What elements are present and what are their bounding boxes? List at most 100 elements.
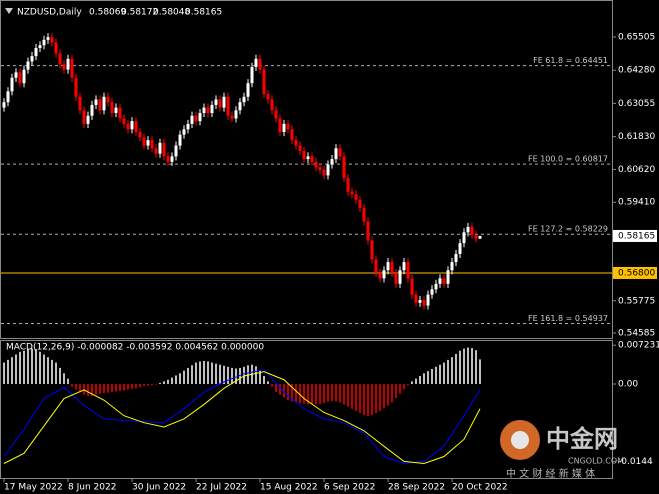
candle-body (430, 289, 434, 295)
macd-histogram-bar (399, 384, 401, 394)
macd-histogram-bar (263, 375, 265, 385)
logo-name: 中金网 (546, 425, 618, 453)
macd-histogram-bar (115, 384, 117, 392)
macd-histogram-bar (3, 362, 5, 385)
candle-body (82, 110, 86, 124)
macd-histogram-bar (375, 384, 377, 414)
candle-body (222, 96, 226, 108)
candle-body (206, 107, 210, 114)
candle-body (38, 45, 42, 48)
candle-body (458, 243, 462, 254)
candle-body (354, 194, 358, 200)
macd-histogram-bar (11, 357, 13, 385)
candle-body (254, 58, 258, 67)
candle-body (398, 270, 402, 284)
candle-body (374, 259, 378, 273)
candle-body (182, 129, 186, 135)
y-tick-label: 0.007231 (618, 341, 659, 351)
candle-body (438, 278, 442, 284)
candle-body (422, 300, 426, 306)
candle-body (350, 191, 354, 195)
candle-body (238, 102, 242, 111)
x-tick-label: 20 Oct 2022 (452, 483, 508, 493)
x-tick-label: 17 May 2022 (4, 483, 63, 493)
candle-body (362, 207, 366, 222)
macd-histogram-bar (95, 384, 97, 395)
candle-body (78, 96, 82, 111)
candle-body (306, 156, 310, 160)
candle-body (198, 113, 202, 122)
fibo-label: FE 100.0 = 0.60817 (528, 155, 608, 164)
macd-histogram-bar (411, 381, 413, 385)
y-tick-label: 0.60620 (618, 165, 655, 175)
macd-histogram-bar (259, 370, 261, 385)
candle-body (250, 66, 254, 84)
candle-body (18, 72, 22, 84)
macd-histogram-bar (91, 384, 93, 396)
candle-body (142, 137, 146, 146)
candle-body (114, 107, 118, 114)
y-tick-label: 0.55775 (618, 296, 655, 306)
candle-body (262, 69, 266, 95)
logo-tagline: 中 文 财 经 新 媒 体 (506, 467, 595, 480)
y-tick-label: 0.65505 (618, 33, 655, 43)
candle-body (366, 221, 370, 241)
macd-histogram-bar (135, 384, 137, 389)
candle-body (258, 58, 262, 70)
candle-body (130, 121, 134, 130)
candle-body (334, 148, 338, 160)
candle-body (126, 123, 130, 130)
macd-histogram-bar (139, 384, 141, 388)
candle-body (202, 107, 206, 114)
macd-histogram-bar (391, 384, 393, 403)
candle-body (166, 156, 170, 162)
macd-line (3, 368, 481, 465)
macd-histogram-bar (395, 384, 397, 398)
candle-body (290, 129, 294, 141)
candle-body (370, 240, 374, 260)
candle-body (170, 156, 174, 162)
candle-body (74, 77, 78, 97)
candle-body (66, 58, 70, 70)
candle-body (386, 262, 390, 271)
candle-body (462, 232, 466, 244)
macd-histogram-bar (195, 362, 197, 385)
macd-histogram-bar (339, 384, 341, 403)
candle-body (434, 283, 438, 290)
candle-body (454, 253, 458, 263)
x-tick-label: 8 Jun 2022 (68, 483, 116, 493)
y-tick-label: 0.63055 (618, 99, 655, 109)
macd-histogram-bar (323, 384, 325, 403)
macd-histogram-bar (75, 384, 77, 390)
candle-body (442, 278, 446, 284)
candle-body (106, 96, 110, 103)
macd-histogram-bar (275, 384, 277, 393)
macd-histogram-bar (463, 348, 465, 385)
candle-body (54, 42, 58, 54)
candle-body (138, 132, 142, 138)
macd-histogram-bar (23, 350, 25, 385)
macd-histogram-bar (475, 350, 477, 385)
candle-body (246, 83, 250, 97)
candle-body (406, 262, 410, 279)
macd-histogram-bar (315, 384, 317, 405)
close-value: 0.58165 (185, 8, 222, 18)
macd-histogram-bar (207, 361, 209, 385)
candle-body (190, 115, 194, 124)
macd-histogram-bar (27, 349, 29, 385)
candle-body (2, 102, 6, 108)
macd-histogram-bar (255, 366, 257, 385)
macd-histogram-bar (479, 359, 481, 385)
macd-histogram-bar (219, 364, 221, 385)
macd-histogram-bar (107, 384, 109, 393)
candle-body (234, 110, 238, 119)
chart-title: NZDUSD,Daily (17, 8, 82, 18)
hline-price-box (613, 266, 657, 279)
candle-body (6, 91, 10, 103)
candle-body (298, 145, 302, 151)
candle-body (426, 294, 430, 306)
candle-body (186, 123, 190, 130)
candle-body (282, 123, 286, 133)
macd-histogram-bar (171, 377, 173, 385)
macd-histogram-bar (307, 384, 309, 405)
